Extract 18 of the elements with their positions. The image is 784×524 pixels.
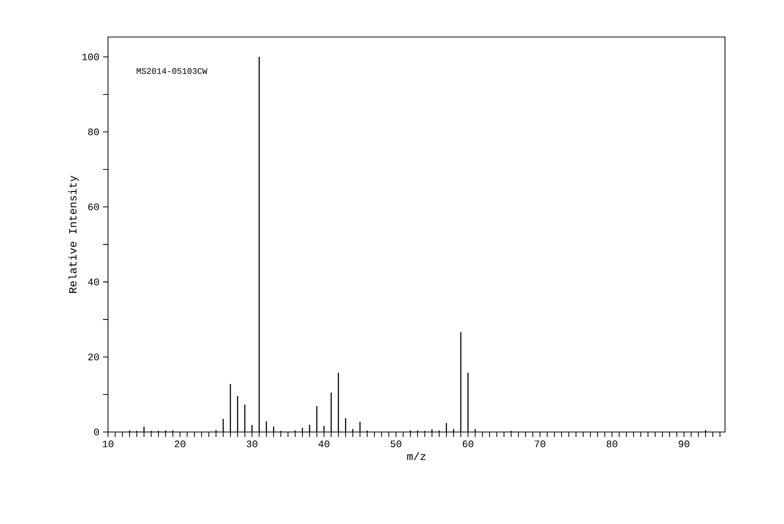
x-tick-label: 40 xyxy=(318,440,330,448)
y-tick-label: 100 xyxy=(82,53,99,60)
x-tick-label: 20 xyxy=(174,440,186,448)
x-tick-label: 10 xyxy=(102,440,114,448)
y-tick-label: 60 xyxy=(88,204,99,210)
y-tick-label: 0 xyxy=(94,428,99,436)
annotation: MS2014-05103CW xyxy=(136,68,208,74)
x-tick-label: 60 xyxy=(462,440,474,448)
x-tick-label: 50 xyxy=(390,440,402,448)
y-tick-label: 20 xyxy=(88,354,99,360)
x-tick-label: 90 xyxy=(678,440,690,448)
y-tick-label: 40 xyxy=(88,278,99,286)
y-tick-label: 80 xyxy=(88,128,99,136)
x-tick-label: 70 xyxy=(534,440,546,448)
x-tick-label: 30 xyxy=(246,440,258,448)
x-tick-label: 80 xyxy=(606,440,618,448)
x-axis-title: m/z xyxy=(407,452,426,460)
y-axis-title: Relative Intensity xyxy=(68,176,79,293)
